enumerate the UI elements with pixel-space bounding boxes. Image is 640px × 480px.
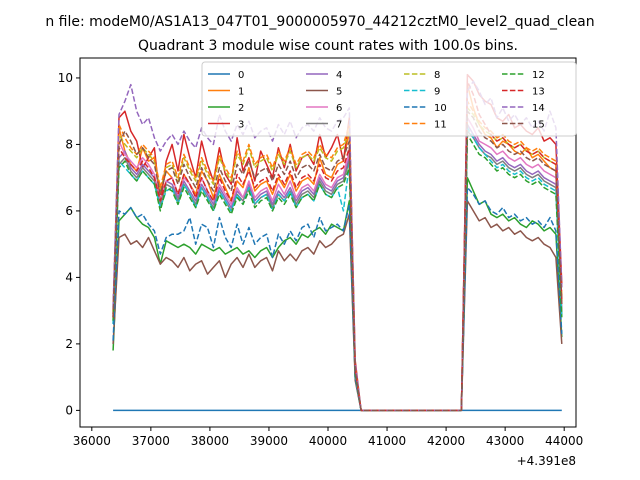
- series-line-2: [112, 176, 563, 412]
- y-tick-label: 4: [65, 270, 73, 284]
- x-tick-label: 44000: [545, 434, 583, 448]
- y-tick-label: 6: [65, 204, 73, 218]
- series-line-5: [112, 200, 563, 412]
- series-line-10: [112, 186, 563, 412]
- legend-label: 5: [336, 87, 342, 98]
- x-tick-label: 40000: [309, 434, 347, 448]
- y-tick-label: 8: [65, 137, 73, 151]
- legend-label: 3: [238, 120, 244, 131]
- x-tick-label: 38000: [191, 434, 229, 448]
- x-offset-label: +4.391e8: [517, 454, 576, 468]
- figure-suptitle: n file: modeM0/AS1A13_047T01_9000005970_…: [45, 14, 594, 30]
- y-tick-label: 10: [58, 71, 73, 85]
- x-tick-label: 37000: [132, 434, 170, 448]
- y-tick-label: 2: [65, 337, 73, 351]
- series-line-12: [112, 133, 563, 412]
- x-tick-label: 43000: [486, 434, 524, 448]
- x-tick-label: 36000: [73, 434, 111, 448]
- y-tick-label: 0: [65, 403, 73, 417]
- legend-label: 10: [434, 103, 447, 114]
- legend-label: 6: [336, 103, 342, 114]
- legend-label: 9: [434, 87, 440, 98]
- legend-label: 15: [532, 120, 545, 131]
- legend-label: 7: [336, 120, 342, 131]
- legend-label: 14: [532, 103, 545, 114]
- legend-label: 11: [434, 120, 447, 131]
- legend-label: 2: [238, 103, 244, 114]
- y-axis: 0 2 4 6 8 10: [58, 71, 80, 417]
- legend-label: 0: [238, 70, 244, 81]
- x-tick-label: 39000: [250, 434, 288, 448]
- legend-label: 12: [532, 70, 545, 81]
- legend-label: 4: [336, 70, 342, 81]
- legend-frame: [201, 61, 577, 137]
- x-tick-label: 42000: [427, 434, 465, 448]
- x-axis: 36000 37000 38000 39000 40000 41000 42000 43000…: [73, 427, 583, 448]
- legend-label: 8: [434, 70, 440, 81]
- series-line-15: [112, 110, 563, 412]
- legend-label: 13: [532, 87, 545, 98]
- chart-title: Quadrant 3 module wise count rates with …: [138, 38, 518, 54]
- x-tick-label: 41000: [368, 434, 406, 448]
- plot-area: 36000 37000 38000 39000 40000 41000 42000 43000…: [58, 57, 583, 468]
- series-line-9: [112, 127, 563, 412]
- series-line-4: [112, 123, 563, 412]
- legend-label: 1: [238, 87, 244, 98]
